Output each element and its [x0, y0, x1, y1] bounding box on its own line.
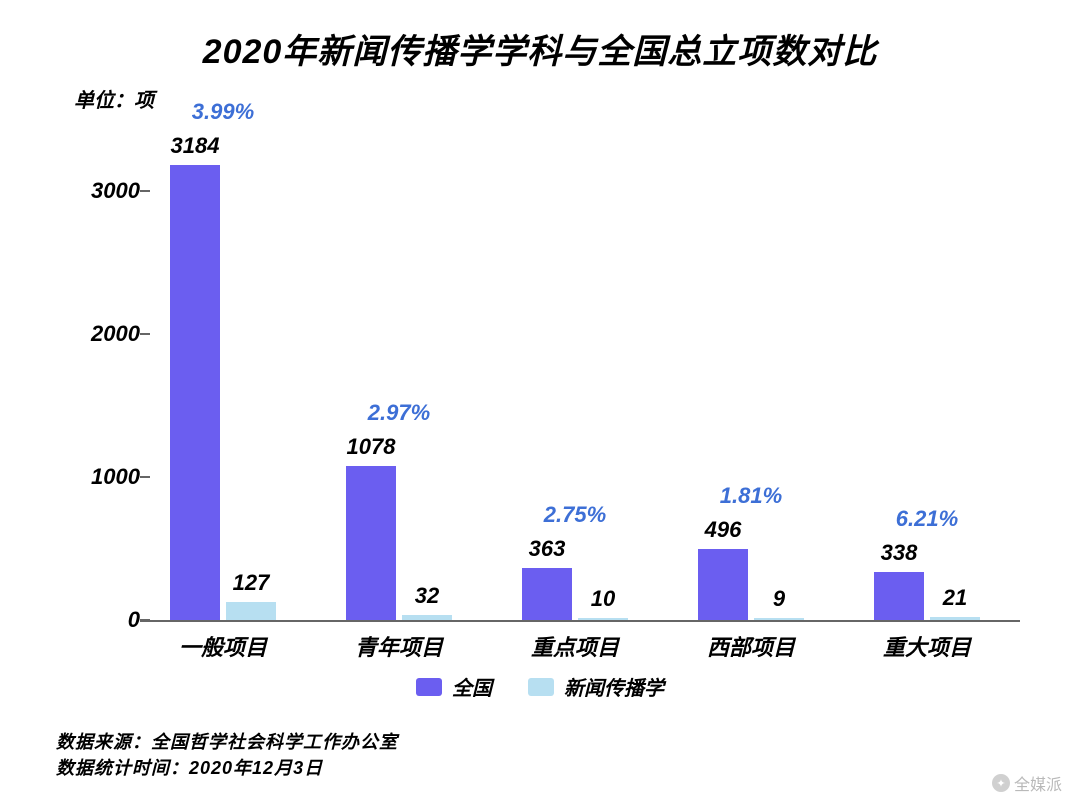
- unit-label: 单位：项: [74, 84, 154, 113]
- value-label-national: 496: [705, 517, 742, 543]
- y-tick: 1000: [60, 464, 140, 490]
- bar-group: 31841273.99%: [140, 120, 316, 620]
- bar-national: [346, 466, 396, 620]
- bar-group: 363 10 2.75%: [492, 120, 668, 620]
- legend-swatch: [528, 678, 554, 696]
- date-label: 数据统计时间：: [56, 758, 189, 778]
- legend-item: 全国: [416, 672, 492, 701]
- y-tick: 3000: [60, 178, 140, 204]
- bar-group: 338 21 6.21%: [844, 120, 1020, 620]
- source-value: 全国哲学社会科学工作办公室: [151, 732, 398, 752]
- y-axis: 0100020003000: [60, 120, 140, 620]
- value-label-national: 3184: [171, 133, 220, 159]
- watermark: ✦ 全媒派: [992, 771, 1062, 795]
- value-label-national: 338: [881, 540, 918, 566]
- percent-label: 3.99%: [192, 99, 254, 125]
- value-label-journalism: 9: [773, 586, 785, 612]
- chart-title: 2020年新闻传播学学科与全国总立项数对比: [0, 24, 1080, 73]
- value-label-journalism: 127: [233, 570, 270, 596]
- value-label-national: 363: [529, 536, 566, 562]
- category-label: 重大项目: [883, 630, 971, 662]
- value-label-journalism: 21: [943, 585, 967, 611]
- footer-date: 数据统计时间：2020年12月3日: [56, 754, 323, 780]
- category-label: 重点项目: [531, 630, 619, 662]
- date-value: 2020年12月3日: [189, 758, 323, 778]
- watermark-text: 全媒派: [1014, 771, 1062, 795]
- percent-label: 6.21%: [896, 506, 958, 532]
- bar-national: [698, 549, 748, 620]
- footer-source: 数据来源：全国哲学社会科学工作办公室: [56, 728, 398, 754]
- chart-plot-area: 31841273.99%1078322.97%363102.75%49691.8…: [140, 120, 1020, 620]
- value-label-journalism: 10: [591, 586, 615, 612]
- x-axis-line: [140, 620, 1020, 622]
- y-hatch: [140, 476, 150, 478]
- y-hatch: [140, 333, 150, 335]
- bar-journalism: [226, 602, 276, 620]
- percent-label: 1.81%: [720, 483, 782, 509]
- legend-item: 新闻传播学: [528, 672, 664, 701]
- y-tick: 2000: [60, 321, 140, 347]
- bar-group: 1078 32 2.97%: [316, 120, 492, 620]
- value-label-journalism: 32: [415, 583, 439, 609]
- y-tick: 0: [60, 607, 140, 633]
- y-hatch: [140, 190, 150, 192]
- percent-label: 2.97%: [368, 400, 430, 426]
- percent-label: 2.75%: [544, 502, 606, 528]
- y-hatch: [140, 619, 150, 621]
- category-label: 青年项目: [355, 630, 443, 662]
- bar-national: [874, 572, 924, 620]
- legend-label: 新闻传播学: [564, 672, 664, 701]
- legend-swatch: [416, 678, 442, 696]
- value-label-national: 1078: [347, 434, 396, 460]
- bar-national: [170, 165, 220, 620]
- legend-label: 全国: [452, 672, 492, 701]
- wechat-icon: ✦: [992, 774, 1010, 792]
- legend: 全国 新闻传播学: [0, 672, 1080, 702]
- bar-national: [522, 568, 572, 620]
- bar-group: 496 9 1.81%: [668, 120, 844, 620]
- category-label: 一般项目: [179, 630, 267, 662]
- source-label: 数据来源：: [56, 732, 151, 752]
- category-label: 西部项目: [707, 630, 795, 662]
